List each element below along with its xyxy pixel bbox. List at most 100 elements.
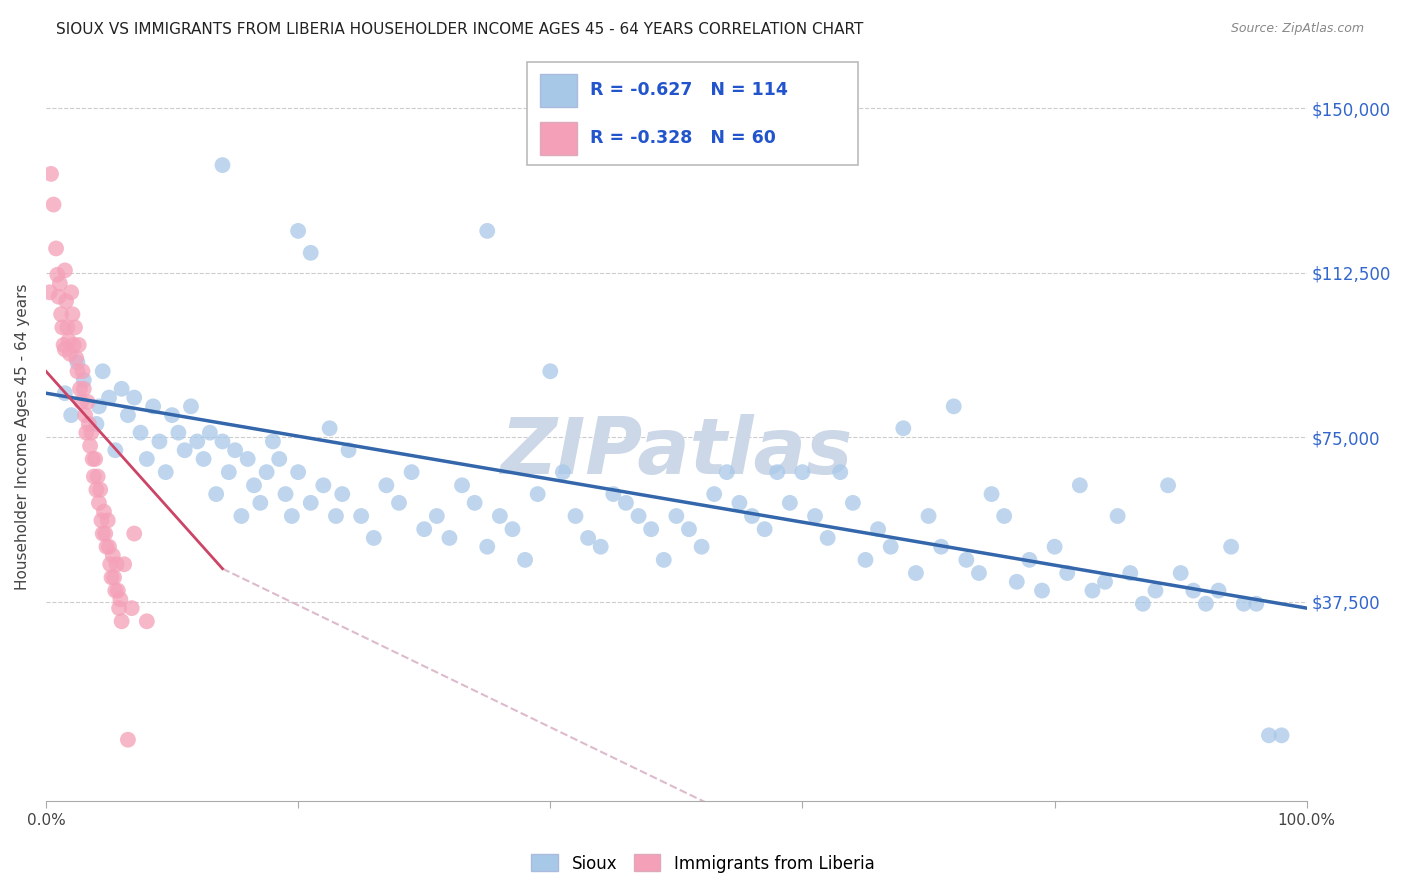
Point [716, 465, 738, 479]
Point [173, 443, 195, 458]
Point [256, 465, 278, 479]
Text: SIOUX VS IMMIGRANTS FROM LIBERIA HOUSEHOLDER INCOME AGES 45 - 64 YEARS CORRELATI: SIOUX VS IMMIGRANTS FROM LIBERIA HOUSEHO… [56, 22, 863, 37]
Point [1208, 583, 1230, 598]
Point [375, 478, 398, 492]
Point [439, 531, 461, 545]
Point [1195, 597, 1218, 611]
Point [148, 434, 170, 449]
Point [299, 496, 322, 510]
Point [1043, 540, 1066, 554]
Point [1069, 478, 1091, 492]
Point [1018, 553, 1040, 567]
Point [62, 307, 84, 321]
Point [75, 425, 97, 440]
Point [312, 478, 335, 492]
Point [93, 505, 115, 519]
Point [66, 355, 89, 369]
Point [287, 224, 309, 238]
FancyBboxPatch shape [540, 74, 576, 106]
Point [640, 522, 662, 536]
Point [262, 434, 284, 449]
Point [52, 338, 75, 352]
Point [464, 496, 486, 510]
Point [110, 592, 132, 607]
Point [766, 465, 789, 479]
Point [98, 391, 121, 405]
Point [86, 417, 108, 431]
Point [112, 558, 135, 572]
Point [526, 487, 548, 501]
Point [754, 522, 776, 536]
Point [703, 487, 725, 501]
Point [205, 487, 228, 501]
Point [193, 452, 215, 467]
Point [817, 531, 839, 545]
Point [91, 364, 114, 378]
Point [1258, 728, 1281, 742]
Point [73, 373, 96, 387]
Point [111, 382, 134, 396]
Point [388, 496, 411, 510]
Point [83, 469, 105, 483]
Point [678, 522, 700, 536]
Point [60, 285, 83, 300]
Point [69, 382, 91, 396]
Point [80, 425, 103, 440]
Point [73, 408, 96, 422]
Point [76, 395, 98, 409]
Point [627, 508, 650, 523]
Point [104, 583, 127, 598]
Point [299, 245, 322, 260]
Point [100, 570, 122, 584]
Point [318, 421, 340, 435]
Point [72, 364, 94, 378]
Point [87, 400, 110, 414]
Point [111, 615, 134, 629]
Point [513, 553, 536, 567]
Point [87, 496, 110, 510]
Point [211, 158, 233, 172]
FancyBboxPatch shape [540, 122, 576, 155]
Text: ZIPatlas: ZIPatlas [501, 414, 852, 490]
Point [180, 400, 202, 414]
Point [728, 496, 751, 510]
Point [97, 513, 120, 527]
Point [48, 290, 70, 304]
Point [65, 351, 87, 365]
Text: R = -0.328   N = 60: R = -0.328 N = 60 [591, 129, 776, 147]
Point [122, 391, 145, 405]
Point [891, 421, 914, 435]
Point [53, 343, 76, 357]
Point [167, 425, 190, 440]
Point [135, 452, 157, 467]
Point [868, 522, 890, 536]
Point [67, 338, 90, 352]
Point [236, 452, 259, 467]
Point [135, 615, 157, 629]
Point [79, 439, 101, 453]
Point [413, 522, 436, 536]
Point [91, 526, 114, 541]
Point [86, 483, 108, 497]
Point [103, 570, 125, 584]
Point [955, 553, 977, 567]
Point [614, 496, 637, 510]
Point [38, 285, 60, 300]
Point [1182, 583, 1205, 598]
Point [741, 508, 763, 523]
Point [42, 197, 65, 211]
Point [46, 268, 69, 282]
Point [1094, 574, 1116, 589]
Point [690, 540, 713, 554]
Point [89, 483, 111, 497]
Point [243, 478, 266, 492]
Point [350, 508, 373, 523]
Point [967, 566, 990, 580]
Point [401, 465, 423, 479]
Point [1107, 508, 1129, 523]
Point [73, 382, 96, 396]
Point [929, 540, 952, 554]
Point [231, 508, 253, 523]
Point [82, 452, 104, 467]
Point [98, 558, 121, 572]
